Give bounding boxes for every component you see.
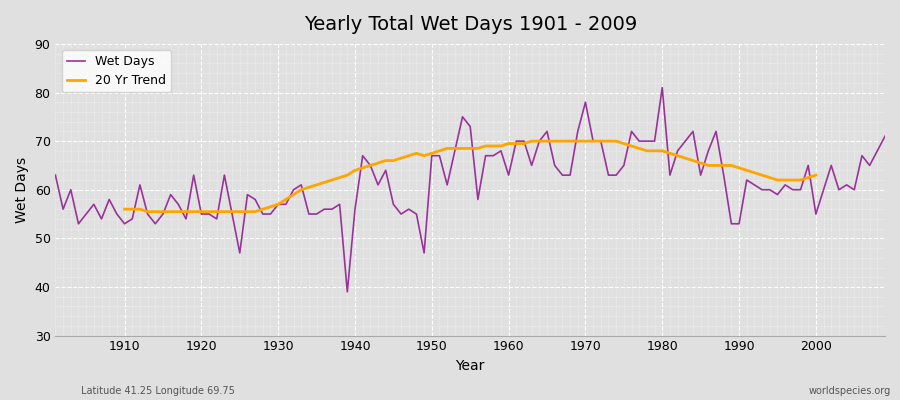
Wet Days — [50, 173, 61, 178]
Wet Days — [511, 139, 522, 144]
Wet Days — [503, 173, 514, 178]
20 Yr Trend — [811, 173, 822, 178]
20 Yr Trend — [534, 139, 544, 144]
Title: Yearly Total Wet Days 1901 - 2009: Yearly Total Wet Days 1901 - 2009 — [303, 15, 637, 34]
20 Yr Trend — [288, 192, 299, 197]
Y-axis label: Wet Days: Wet Days — [15, 157, 29, 223]
Wet Days — [603, 173, 614, 178]
Text: worldspecies.org: worldspecies.org — [809, 386, 891, 396]
20 Yr Trend — [303, 185, 314, 190]
20 Yr Trend — [718, 163, 729, 168]
Text: Latitude 41.25 Longitude 69.75: Latitude 41.25 Longitude 69.75 — [81, 386, 235, 396]
20 Yr Trend — [212, 209, 222, 214]
X-axis label: Year: Year — [455, 359, 485, 373]
20 Yr Trend — [142, 209, 153, 214]
20 Yr Trend — [119, 207, 130, 212]
20 Yr Trend — [526, 139, 537, 144]
20 Yr Trend — [803, 175, 814, 180]
Wet Days — [342, 290, 353, 294]
Wet Days — [327, 207, 338, 212]
Wet Days — [879, 134, 890, 139]
Wet Days — [657, 85, 668, 90]
Legend: Wet Days, 20 Yr Trend: Wet Days, 20 Yr Trend — [62, 50, 171, 92]
Line: Wet Days: Wet Days — [56, 88, 885, 292]
Wet Days — [281, 202, 292, 207]
Line: 20 Yr Trend: 20 Yr Trend — [124, 141, 816, 212]
Wet Days — [112, 212, 122, 216]
